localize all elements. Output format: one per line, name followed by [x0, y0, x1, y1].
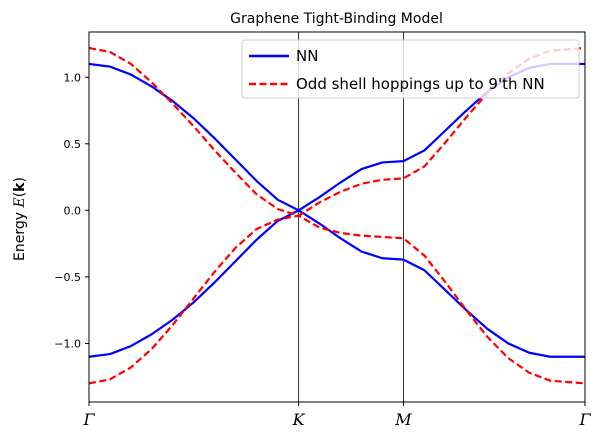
y-tick-label-3: 0.5 — [64, 138, 82, 151]
x-tick-label-3: Γ — [578, 410, 591, 429]
series-1-band-1 — [88, 214, 586, 385]
chart-title: Graphene Tight-Binding Model — [230, 11, 443, 27]
y-axis-label: Energy E(k) — [12, 177, 28, 261]
x-tick-label-0: Γ — [82, 410, 95, 429]
y-tick-label-0: −1.0 — [54, 337, 81, 350]
legend-box — [241, 39, 580, 99]
legend: NN Odd shell hoppings up to 9'th NN — [241, 39, 580, 99]
series-1-band-0 — [88, 46, 586, 217]
y-axis-label-text: Energy — [12, 208, 28, 261]
legend-label-0: NN — [296, 47, 318, 65]
x-tick-label-2: M — [394, 410, 412, 429]
y-axis-label-math: E — [12, 197, 28, 208]
series-0-band-1 — [88, 209, 585, 358]
x-tick-label-1: K — [292, 410, 306, 429]
y-tick-label-4: 1.0 — [64, 71, 82, 84]
plot-area: −1.0 −0.5 0.0 0.5 1.0 Γ K M Γ NN Odd shell hopping… — [54, 31, 591, 429]
legend-label-1: Odd shell hoppings up to 9'th NN — [296, 75, 545, 93]
y-tick-label-1: −0.5 — [54, 271, 81, 284]
axes-frame — [88, 31, 586, 403]
y-tick-label-2: 0.0 — [64, 204, 82, 217]
